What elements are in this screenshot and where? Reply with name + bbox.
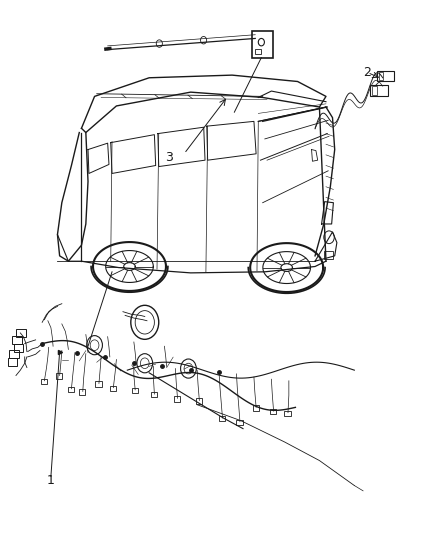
- Bar: [110, 385, 116, 391]
- Bar: [324, 251, 333, 259]
- Text: 1: 1: [47, 474, 55, 487]
- Bar: [285, 410, 290, 416]
- Bar: [372, 86, 377, 95]
- Bar: [370, 85, 388, 96]
- Text: 3: 3: [165, 151, 173, 164]
- Bar: [270, 409, 276, 414]
- Bar: [151, 392, 157, 397]
- Text: 2: 2: [364, 66, 371, 79]
- Bar: [174, 396, 180, 401]
- Bar: [79, 389, 85, 394]
- Bar: [16, 329, 26, 337]
- Bar: [219, 416, 225, 421]
- Bar: [10, 351, 19, 359]
- Bar: [12, 336, 21, 344]
- Bar: [255, 49, 261, 54]
- Bar: [14, 344, 23, 352]
- Bar: [68, 386, 74, 392]
- Bar: [196, 398, 202, 403]
- Bar: [237, 419, 243, 425]
- Bar: [377, 71, 394, 82]
- Bar: [41, 378, 47, 384]
- Bar: [56, 373, 62, 378]
- Bar: [253, 405, 259, 410]
- Bar: [252, 31, 273, 58]
- Bar: [8, 359, 17, 367]
- Bar: [132, 387, 138, 393]
- Bar: [95, 381, 102, 386]
- Bar: [379, 72, 383, 80]
